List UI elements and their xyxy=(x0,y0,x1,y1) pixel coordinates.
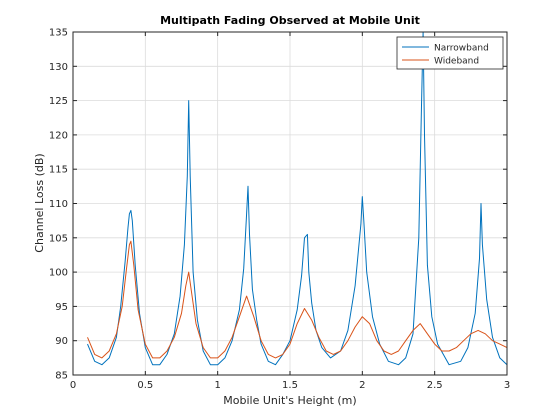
chart-title: Multipath Fading Observed at Mobile Unit xyxy=(160,14,420,27)
y-tick-label: 135 xyxy=(49,28,68,39)
y-axis-label: Channel Loss (dB) xyxy=(33,153,46,252)
y-tick-label: 130 xyxy=(49,62,68,73)
x-tick-labels: 0 0.5 1 1.5 2 2.5 3 xyxy=(70,380,510,391)
y-tick-label: 120 xyxy=(49,130,68,141)
y-tick-label: 125 xyxy=(49,96,68,107)
series-line-wideband xyxy=(87,240,508,359)
series-line-narrowband xyxy=(87,31,508,366)
x-tick-label: 3 xyxy=(504,380,510,391)
x-tick-label: 1.5 xyxy=(282,380,298,391)
y-tick-label: 110 xyxy=(49,199,68,210)
legend-label-wideband: Wideband xyxy=(434,57,479,67)
series-layer xyxy=(87,31,508,366)
legend-box xyxy=(396,36,504,70)
x-axis-label: Mobile Unit's Height (m) xyxy=(223,394,356,407)
y-tick-label: 115 xyxy=(49,165,68,176)
x-tick-label: 2 xyxy=(359,380,365,391)
legend: Narrowband Wideband xyxy=(396,36,504,70)
plot-area xyxy=(72,31,508,376)
y-tick-label: 90 xyxy=(55,336,68,347)
ticks xyxy=(72,31,508,376)
x-tick-label: 2.5 xyxy=(427,380,443,391)
x-tick-label: 1 xyxy=(214,380,220,391)
legend-label-narrowband: Narrowband xyxy=(434,44,489,54)
y-tick-labels: 85 90 95 100 105 110 115 120 125 130 135 xyxy=(49,28,68,382)
x-tick-label: 0 xyxy=(70,380,76,391)
y-tick-label: 100 xyxy=(49,268,68,279)
y-tick-label: 105 xyxy=(49,233,68,244)
y-tick-label: 85 xyxy=(55,371,68,382)
y-tick-label: 95 xyxy=(55,302,68,313)
x-tick-label: 0.5 xyxy=(137,380,153,391)
